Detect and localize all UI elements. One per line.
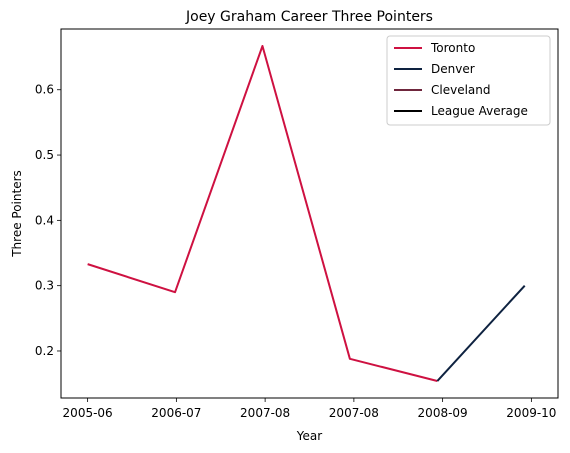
- x-tick-label: 2005-06: [63, 406, 113, 420]
- y-tick-label: 0.3: [35, 279, 54, 293]
- y-tick-label: 0.4: [35, 213, 54, 227]
- x-tick-label: 2009-10: [506, 406, 556, 420]
- x-tick-label: 2008-09: [418, 406, 468, 420]
- y-axis-ticks: 0.2 0.3 0.4 0.5 0.6: [35, 83, 61, 358]
- series-line-denver: [436, 284, 526, 382]
- x-tick-label: 2007-08: [240, 406, 290, 420]
- y-axis-label: Three Pointers: [10, 170, 24, 258]
- legend-label-toronto: Toronto: [430, 41, 475, 55]
- legend-label-league-average: League Average: [431, 104, 528, 118]
- legend-frame: [386, 35, 551, 126]
- y-tick-label: 0.6: [35, 83, 54, 97]
- plot-frame: [60, 28, 559, 399]
- legend-label-cleveland: Cleveland: [431, 83, 491, 97]
- chart-title: Joey Graham Career Three Pointers: [185, 9, 433, 25]
- x-tick-label: 2007-08: [329, 406, 379, 420]
- y-tick-label: 0.5: [35, 148, 54, 162]
- legend: Toronto Denver Cleveland League Average: [386, 35, 551, 126]
- legend-label-denver: Denver: [431, 62, 475, 76]
- y-tick-label: 0.2: [35, 344, 54, 358]
- x-tick-label: 2006-07: [151, 406, 201, 420]
- x-axis-label: Year: [296, 429, 322, 443]
- series-layer: [87, 44, 526, 382]
- x-axis-ticks: 2005-06 2006-07 2007-08 2007-08 2008-09 2009-…: [63, 398, 556, 420]
- series-line-toronto: [87, 44, 438, 382]
